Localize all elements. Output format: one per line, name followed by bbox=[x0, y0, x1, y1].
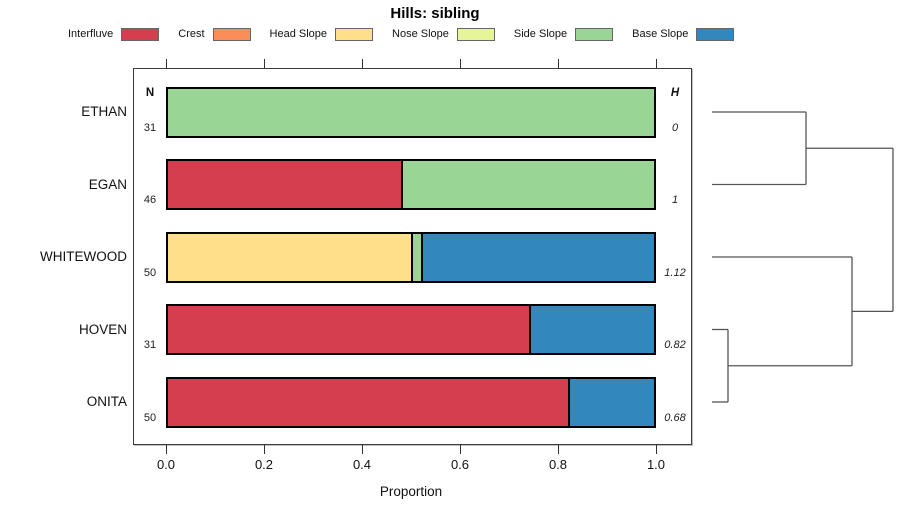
bar-segment-side-slope bbox=[411, 231, 421, 283]
axis-tick-label: 0.8 bbox=[548, 457, 568, 472]
row-label: HOVEN bbox=[78, 321, 127, 337]
plot-area bbox=[133, 68, 692, 445]
h-value: 0.82 bbox=[664, 339, 686, 351]
axis-tick-bottom bbox=[460, 445, 461, 454]
n-value: 31 bbox=[143, 121, 157, 134]
axis-tick-label: 0.4 bbox=[352, 457, 372, 472]
axis-tick-label: 0.2 bbox=[254, 457, 274, 472]
legend-label: Nose Slope bbox=[392, 28, 449, 40]
stacked-bar bbox=[166, 376, 656, 428]
legend-label: Head Slope bbox=[269, 28, 328, 40]
axis-tick-top bbox=[264, 59, 265, 68]
legend-swatch bbox=[696, 27, 735, 41]
chart-title: Hills: sibling bbox=[390, 5, 480, 22]
n-value: 31 bbox=[143, 339, 157, 351]
legend-label: Interfluve bbox=[68, 28, 114, 40]
legend-label: Side Slope bbox=[513, 28, 568, 40]
legend-swatch bbox=[456, 27, 495, 41]
legend-item: Side Slope bbox=[513, 27, 614, 41]
stacked-bar bbox=[166, 159, 656, 210]
h-column-header: H bbox=[670, 87, 680, 99]
row-label: WHITEWOOD bbox=[40, 249, 127, 264]
n-value: 50 bbox=[143, 411, 157, 424]
axis-tick-top bbox=[656, 59, 657, 68]
axis-tick-bottom bbox=[362, 445, 363, 454]
h-value: 0.68 bbox=[664, 411, 686, 424]
legend-item: Crest bbox=[178, 27, 251, 41]
legend-item: Interfluve bbox=[68, 27, 160, 41]
stacked-bar bbox=[166, 304, 656, 355]
bar-segment-side-slope bbox=[166, 86, 656, 138]
axis-tick-bottom bbox=[558, 445, 559, 454]
axis-tick-label: 0.6 bbox=[450, 457, 470, 472]
legend-item: Base Slope bbox=[632, 27, 735, 41]
legend-label: Crest bbox=[178, 28, 205, 40]
h-value: 1.12 bbox=[664, 266, 686, 279]
axis-tick-top bbox=[460, 59, 461, 68]
legend-swatch bbox=[575, 27, 614, 41]
axis-tick-top bbox=[166, 59, 167, 68]
legend-label: Base Slope bbox=[632, 28, 689, 40]
stacked-bar bbox=[166, 86, 656, 138]
legend-item: Head Slope bbox=[269, 27, 374, 41]
bar-segment-base-slope bbox=[528, 304, 656, 355]
bar-segment-interfluve bbox=[166, 304, 529, 355]
legend-item: Nose Slope bbox=[392, 27, 495, 41]
row-label: ETHAN bbox=[81, 104, 127, 119]
row-label: ONITA bbox=[86, 394, 127, 409]
bar-segment-base-slope bbox=[567, 376, 656, 428]
legend: Interfluve Crest Head Slope Nose Slope Side … bbox=[68, 26, 735, 42]
bar-segment-head-slope bbox=[166, 231, 411, 283]
legend-swatch bbox=[121, 27, 160, 41]
stacked-bar bbox=[166, 231, 656, 283]
bar-segment-base-slope bbox=[420, 231, 656, 283]
bar-segment-interfluve bbox=[166, 376, 568, 428]
n-column-header: N bbox=[145, 87, 155, 99]
n-value: 46 bbox=[143, 194, 157, 206]
axis-tick-bottom bbox=[264, 445, 265, 454]
axis-tick-bottom bbox=[656, 445, 657, 454]
axis-tick-label: 0.0 bbox=[156, 457, 176, 472]
bar-segment-side-slope bbox=[401, 159, 656, 210]
x-axis-label: Proportion bbox=[379, 484, 443, 499]
axis-tick-bottom bbox=[166, 445, 167, 454]
n-value: 50 bbox=[143, 266, 157, 279]
bar-segment-interfluve bbox=[166, 159, 402, 210]
row-label: EGAN bbox=[88, 176, 127, 192]
axis-tick-label: 1.0 bbox=[646, 457, 666, 472]
h-value: 1 bbox=[671, 194, 679, 206]
h-value: 0 bbox=[671, 121, 679, 134]
legend-swatch bbox=[335, 27, 374, 41]
axis-tick-top bbox=[558, 59, 559, 68]
axis-tick-top bbox=[362, 59, 363, 68]
legend-swatch bbox=[212, 27, 251, 41]
